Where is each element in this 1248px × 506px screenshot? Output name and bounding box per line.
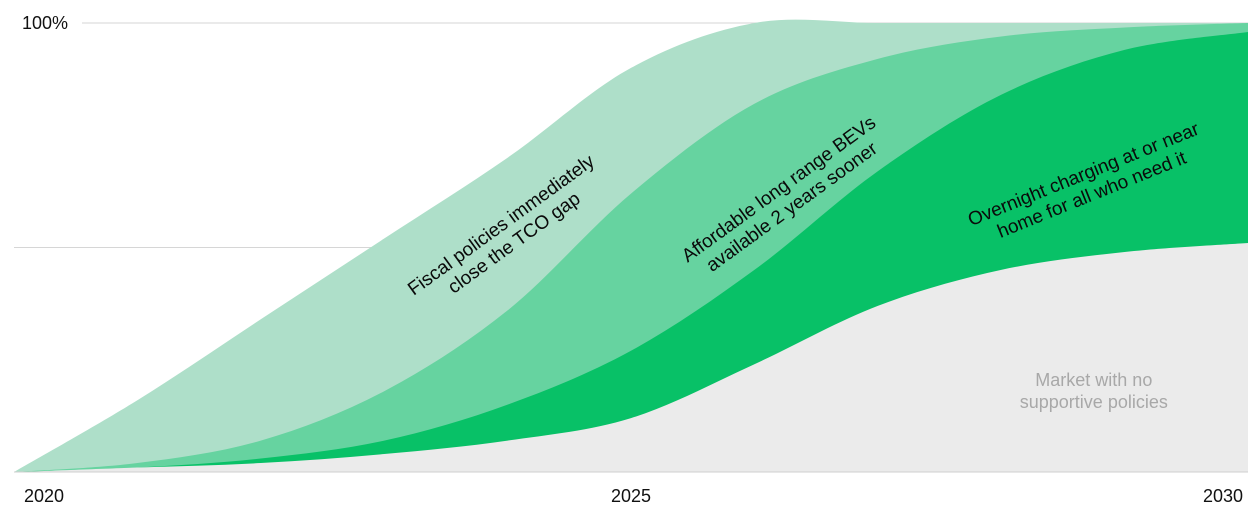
- area-layer: [14, 19, 1248, 473]
- annotation-line: Market with no: [1035, 370, 1152, 390]
- series-area-0: [14, 243, 1248, 472]
- x-tick-label: 2020: [24, 486, 64, 506]
- x-tick-label: 2030: [1203, 486, 1243, 506]
- x-tick-label: 2025: [611, 486, 651, 506]
- annotation-line: supportive policies: [1020, 392, 1168, 412]
- axis-layer: 2020 2025 2030: [14, 471, 1248, 506]
- y-tick-label: 100%: [22, 13, 68, 33]
